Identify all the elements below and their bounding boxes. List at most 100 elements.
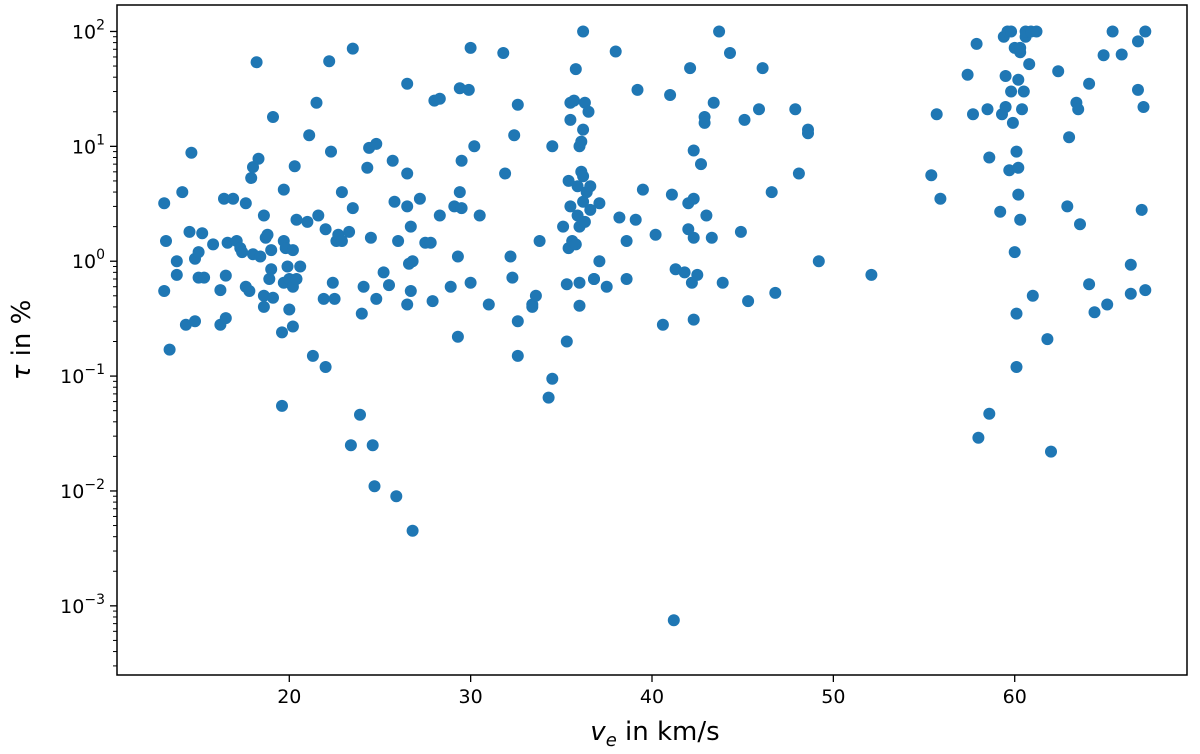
data-point [687,231,700,244]
data-point [1012,188,1025,201]
data-point [529,289,542,302]
data-point [983,151,996,164]
data-point [620,235,633,247]
data-point [468,140,481,153]
data-point [267,111,279,123]
data-point [1041,333,1054,346]
data-point [631,83,644,96]
data-point [582,105,595,118]
data-point [584,203,597,216]
data-point [310,96,323,109]
data-point [578,96,591,109]
data-point [994,205,1007,218]
data-point [306,349,319,362]
data-point [1045,445,1057,458]
data-point [769,286,782,299]
data-point [812,255,825,268]
data-point [1014,213,1027,226]
x-tick-label: 50 [821,686,845,708]
data-point [319,223,332,236]
data-point [386,154,399,167]
data-point [636,183,649,196]
y-tick-label: 102 [72,17,105,43]
data-point [564,113,577,126]
data-point [738,113,751,126]
data-point [577,170,590,183]
data-point [257,209,270,222]
data-point [970,37,983,50]
data-point [218,192,230,205]
data-point [533,235,546,247]
data-point [286,320,299,333]
data-point [160,235,172,247]
data-point [276,326,288,339]
data-point [433,209,446,222]
data-point [506,271,519,284]
data-point [1014,41,1027,54]
data-point [346,202,359,215]
data-point [1005,25,1018,38]
data-point [560,278,573,291]
data-point [1023,58,1036,71]
data-point [227,192,240,205]
data-point [1026,289,1039,302]
data-point [219,269,232,282]
data-point [508,129,521,142]
data-point [444,280,457,293]
data-point [462,83,475,96]
data-point [455,202,468,215]
data-point [684,62,697,75]
data-point [426,295,439,308]
data-point [1030,25,1043,38]
data-point [328,292,341,305]
data-point [656,318,669,331]
data-point [185,146,198,159]
data-point [207,238,220,251]
data-point [511,98,524,111]
data-point [620,273,633,285]
data-point [1083,77,1096,90]
data-point [198,271,211,284]
data-point [742,295,755,308]
data-point [546,372,559,385]
data-point [577,123,590,136]
data-point [577,25,590,38]
data-point [511,349,524,362]
data-point [406,524,419,537]
data-point [497,47,510,59]
data-point [1010,361,1023,373]
data-point [569,238,582,251]
data-point [179,318,192,331]
data-point [1124,258,1137,271]
data-point [401,200,414,213]
data-point [1135,203,1148,216]
data-point [189,315,201,328]
x-tick-label: 40 [640,686,664,708]
data-point [1132,83,1144,96]
data-point [1061,200,1074,213]
data-point [355,307,368,320]
data-point [464,41,477,54]
data-point [700,209,713,222]
data-point [802,127,814,140]
data-point [1010,307,1023,320]
data-point [343,225,356,238]
data-point [573,299,586,312]
data-point [361,161,374,174]
data-point [392,235,405,247]
y-tick-label: 10−3 [60,592,105,618]
data-point [388,195,401,208]
data-point [687,144,700,157]
data-point [265,263,278,276]
y-tick-label: 100 [72,247,105,273]
data-point [294,260,307,273]
data-point [263,273,276,285]
data-point [1010,145,1023,158]
data-point [526,300,539,313]
data-point [691,268,704,281]
data-point [290,213,303,226]
data-point [250,56,263,69]
data-point [239,197,252,210]
data-point [629,213,642,226]
data-point [276,399,288,412]
